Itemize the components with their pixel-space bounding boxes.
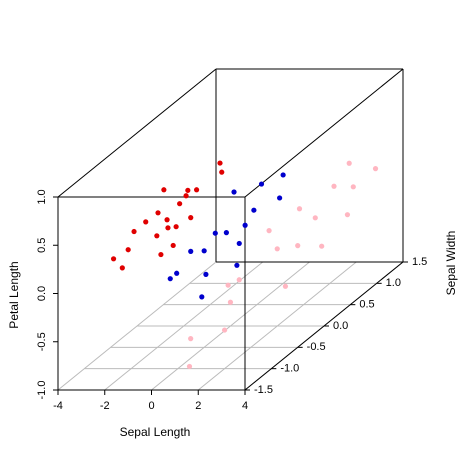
z-tick-label: 0.5 [36, 238, 48, 253]
data-point [185, 187, 191, 193]
data-point [236, 277, 242, 283]
data-point [174, 270, 180, 276]
data-point [161, 187, 167, 193]
data-point [177, 201, 183, 207]
data-point [350, 184, 356, 190]
z-tick-label: -0.5 [36, 332, 48, 351]
box-edge [244, 68, 404, 198]
data-point [125, 247, 131, 253]
data-point [223, 230, 229, 236]
data-point [173, 224, 179, 230]
x-tick-label: 2 [195, 400, 201, 412]
data-point [282, 283, 289, 289]
data-point [234, 262, 240, 268]
data-point [319, 243, 325, 249]
data-point [227, 299, 234, 305]
data-point [346, 160, 352, 166]
y-tick-label: -1.0 [280, 363, 299, 375]
data-point [225, 282, 231, 288]
data-point [188, 336, 194, 342]
x-axis-label: Sepal Length [120, 425, 191, 439]
y-tick-label: -0.5 [307, 341, 326, 353]
data-point [295, 243, 301, 249]
x-tick-label: -4 [53, 400, 63, 412]
data-point [170, 242, 176, 249]
y-tick-label: 0.5 [359, 299, 374, 311]
data-point [221, 327, 228, 333]
data-point [258, 181, 265, 187]
data-point [199, 294, 205, 300]
z-axis-label: Petal Length [7, 261, 21, 328]
data-point [201, 248, 207, 254]
x-tick-label: -2 [100, 400, 110, 412]
y-tick-label: -1.5 [254, 384, 273, 396]
data-point [193, 187, 200, 193]
data-point [164, 217, 170, 223]
y-axis-label: Sepal Width [444, 231, 458, 296]
data-point [312, 215, 318, 221]
data-point [217, 160, 223, 166]
data-point [274, 246, 280, 252]
z-tick-label: 0.0 [36, 286, 48, 301]
data-point [110, 256, 117, 262]
data-point [183, 193, 189, 199]
data-point [119, 265, 125, 271]
x-tick-label: 4 [242, 400, 248, 412]
data-point [203, 271, 209, 277]
data-point [188, 248, 194, 254]
data-point [266, 228, 272, 234]
y-tick-label: 1.0 [386, 277, 401, 289]
data-point [344, 212, 351, 218]
data-point [167, 276, 173, 282]
data-point [186, 363, 193, 370]
data-point [143, 219, 149, 225]
z-tick-label: -1.0 [36, 381, 48, 400]
data-point [212, 230, 218, 236]
data-point [251, 207, 257, 213]
data-point [155, 210, 161, 216]
data-point [165, 225, 171, 231]
data-point [231, 189, 237, 195]
data-point [154, 233, 160, 239]
data-point [242, 222, 248, 228]
data-point [331, 183, 337, 189]
z-tick-label: 1.0 [36, 189, 48, 204]
data-point [296, 206, 303, 212]
data-point [219, 169, 225, 175]
y-tick-label: 1.5 [412, 256, 427, 268]
data-point [277, 195, 283, 201]
data-point [280, 172, 286, 178]
data-point [236, 240, 242, 247]
box-edge [57, 68, 217, 198]
data-point [188, 215, 194, 221]
data-point [372, 166, 379, 172]
x-tick-label: 0 [148, 400, 154, 412]
data-point [158, 251, 164, 258]
data-point [131, 228, 137, 235]
y-tick-label: 0.0 [333, 320, 348, 332]
